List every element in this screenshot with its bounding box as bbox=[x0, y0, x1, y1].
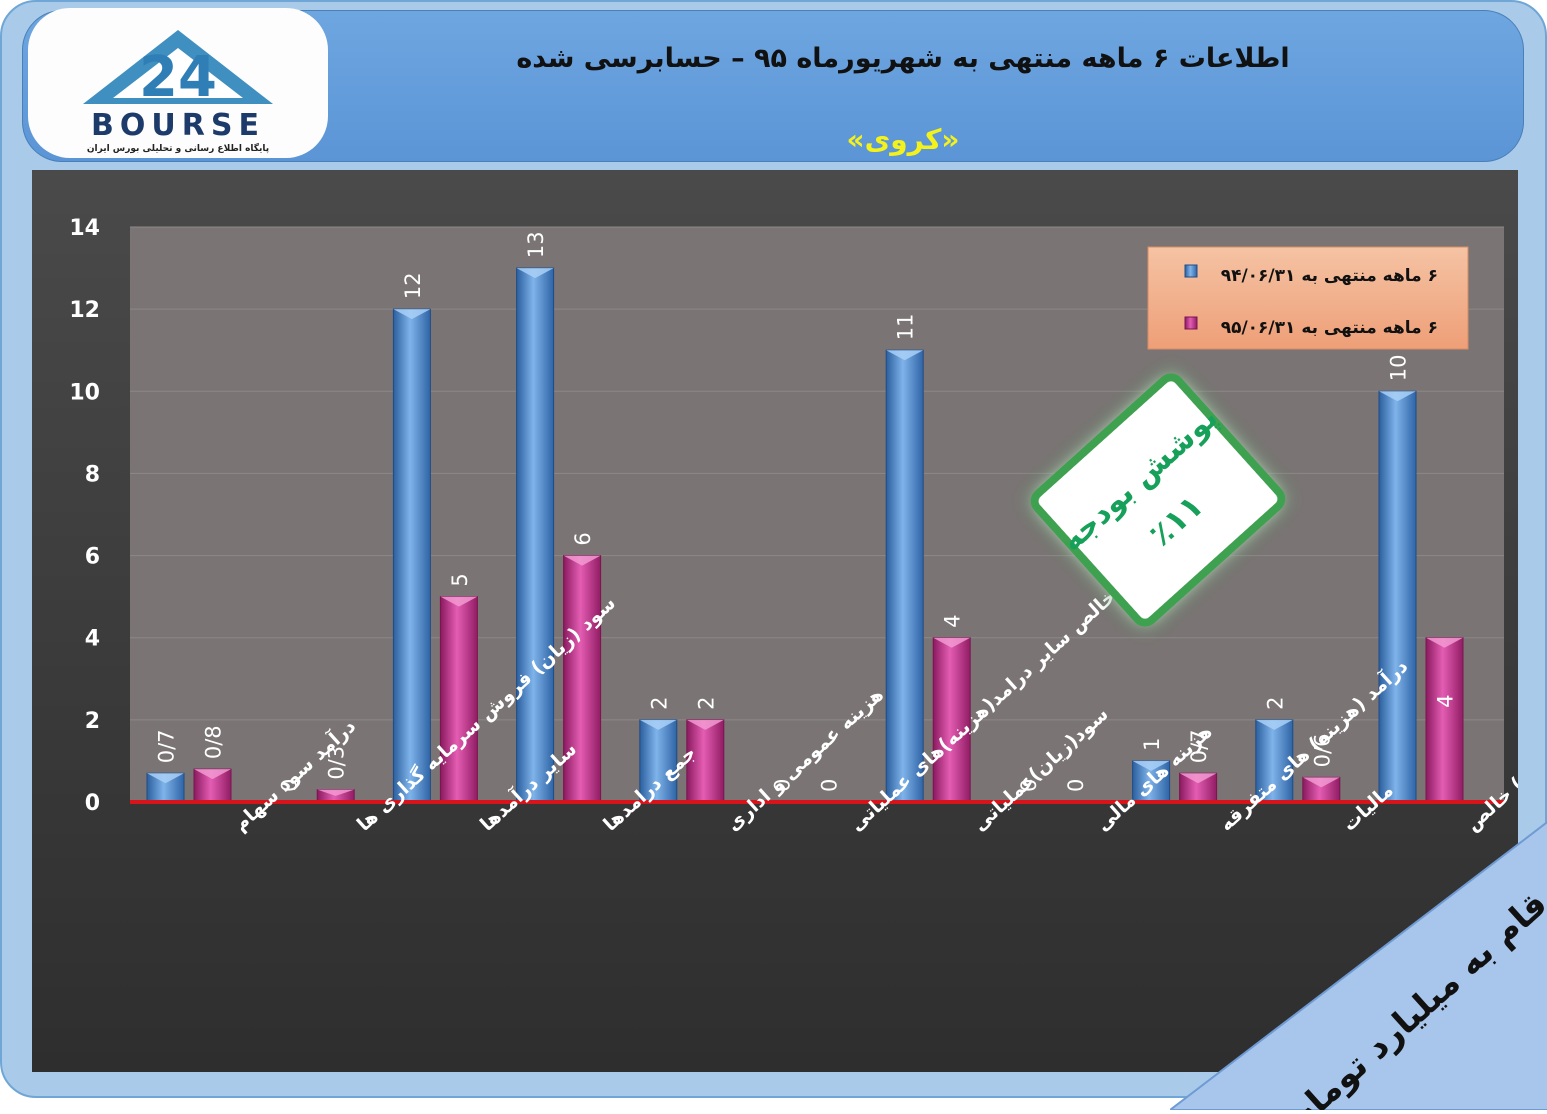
data-labels: 0/7 0/8 0 0/3 12 5 13 6 2 2 0 0 11 4 0 0 1 0/7 2 0/6 10 4 bbox=[155, 231, 1458, 792]
bar-cap bbox=[1426, 637, 1463, 648]
bar-series2 bbox=[563, 555, 602, 803]
data-label: 0/7 bbox=[1187, 729, 1211, 763]
bar-cap bbox=[1379, 391, 1416, 402]
data-label: 6 bbox=[571, 532, 595, 545]
units-note-corner: ارقام به میلیارد تومان bbox=[1167, 820, 1547, 1114]
bar-cap bbox=[933, 637, 971, 648]
data-label: 0/8 bbox=[202, 725, 226, 759]
y-tick-label: 12 bbox=[69, 298, 100, 323]
data-label: 10 bbox=[1387, 355, 1411, 382]
bar-series1 bbox=[1132, 760, 1171, 803]
logo-mark-icon: 24 bbox=[83, 30, 273, 110]
bar-body bbox=[885, 349, 924, 803]
logo-caption: پایگاه اطلاع رسانی و تحلیلی بورس ایران bbox=[86, 144, 270, 154]
data-label: 1 bbox=[1140, 738, 1164, 751]
bar-cap bbox=[1132, 760, 1170, 771]
bar-cap bbox=[639, 719, 677, 730]
legend-label-series1: ۶ ماهه منتهی به ۹۴/۰۶/۳۱ bbox=[1221, 266, 1438, 286]
y-axis-ticks: 0 2 4 6 8 10 12 14 bbox=[69, 216, 100, 816]
bar-series2 bbox=[1425, 637, 1464, 803]
y-tick-label: 10 bbox=[69, 380, 100, 405]
bar-cap bbox=[1179, 773, 1217, 784]
data-label: 0/7 bbox=[155, 729, 179, 763]
y-tick-label: 14 bbox=[69, 216, 100, 241]
bar-body bbox=[1255, 719, 1294, 803]
legend-swatch-series2 bbox=[1184, 316, 1198, 330]
bar-cap bbox=[1302, 777, 1340, 788]
data-label: 0 bbox=[278, 779, 302, 792]
y-tick-label: 4 bbox=[85, 627, 100, 652]
data-label: 0 bbox=[1064, 779, 1088, 792]
bar-series2 bbox=[193, 768, 232, 803]
legend-swatch-series1 bbox=[1184, 264, 1198, 278]
data-label: 12 bbox=[401, 272, 425, 299]
bar-body bbox=[439, 596, 478, 803]
badge-frame bbox=[1030, 373, 1286, 627]
bar-body bbox=[932, 637, 971, 803]
bar-series2 bbox=[1302, 776, 1341, 803]
units-note-svg: ارقام به میلیارد تومان bbox=[1167, 821, 1547, 1114]
data-label: 2 bbox=[647, 696, 671, 709]
bar-body bbox=[563, 555, 602, 803]
bar-series2 bbox=[1179, 772, 1218, 803]
bar-series1 bbox=[392, 308, 431, 803]
data-label: 5 bbox=[448, 573, 472, 586]
page-title: اطلاعات ۶ ماهه منتهی به شهریورماه ۹۵ – ح… bbox=[516, 43, 1290, 74]
y-tick-label: 2 bbox=[85, 709, 100, 734]
data-label: 4 bbox=[1434, 694, 1458, 707]
bar-cap bbox=[686, 719, 724, 730]
bar-series2 bbox=[439, 596, 478, 803]
legend-label-series2: ۶ ماهه منتهی به ۹۵/۰۶/۳۱ bbox=[1221, 318, 1438, 338]
logo: 24 BOURSE پایگاه اطلاع رسانی و تحلیلی بو… bbox=[28, 8, 328, 158]
data-label: 0/6 bbox=[1310, 734, 1334, 768]
bar-series1 bbox=[516, 267, 555, 803]
bar-body bbox=[392, 308, 431, 803]
bar-body bbox=[516, 267, 555, 803]
bar-cap bbox=[194, 769, 231, 780]
data-label: 11 bbox=[894, 313, 918, 340]
bar-body bbox=[1425, 637, 1464, 803]
bar-cap bbox=[516, 268, 554, 279]
company-name: «کروی» bbox=[846, 123, 960, 156]
bar-series1 bbox=[1255, 719, 1294, 803]
bar-chart: 0 2 4 6 8 10 12 14 0/7 0/8 0 0/3 12 5 13 6 2 2 0 0 11 4 0 0 1 0/… bbox=[32, 170, 1547, 1072]
data-label: 0 bbox=[771, 779, 795, 792]
data-label: 0 bbox=[818, 779, 842, 792]
data-label: 0 bbox=[1017, 779, 1041, 792]
y-tick-label: 6 bbox=[85, 545, 100, 570]
logo-text: BOURSE bbox=[91, 108, 265, 143]
bar-cap bbox=[563, 555, 601, 566]
logo-mark-text: 24 bbox=[139, 45, 217, 108]
bar-cap bbox=[393, 309, 431, 320]
bar-series2 bbox=[932, 637, 971, 803]
bar-cap bbox=[147, 773, 184, 784]
data-label: 2 bbox=[694, 696, 718, 709]
bar-cap bbox=[317, 789, 355, 796]
bar-series1 bbox=[885, 349, 924, 803]
data-label: 2 bbox=[1263, 696, 1287, 709]
bar-body bbox=[639, 719, 678, 803]
legend-box bbox=[1147, 246, 1469, 350]
legend: ۶ ماهه منتهی به ۹۴/۰۶/۳۱ ۶ ماهه منتهی به… bbox=[1147, 246, 1469, 350]
bar-cap bbox=[1255, 719, 1293, 730]
data-label: 4 bbox=[941, 614, 965, 627]
bar-body bbox=[686, 719, 725, 803]
data-label: 0/3 bbox=[325, 746, 349, 780]
y-tick-label: 8 bbox=[85, 462, 100, 487]
bar-cap bbox=[886, 350, 924, 361]
bar-body bbox=[1378, 390, 1417, 803]
bars bbox=[146, 267, 1464, 803]
bar-series2 bbox=[686, 719, 725, 803]
data-label: 13 bbox=[524, 231, 548, 258]
bar-series1 bbox=[639, 719, 678, 803]
bar-series1 bbox=[1378, 390, 1417, 803]
bar-series1 bbox=[146, 772, 185, 803]
y-tick-label: 0 bbox=[85, 791, 100, 816]
bar-cap bbox=[440, 596, 478, 607]
